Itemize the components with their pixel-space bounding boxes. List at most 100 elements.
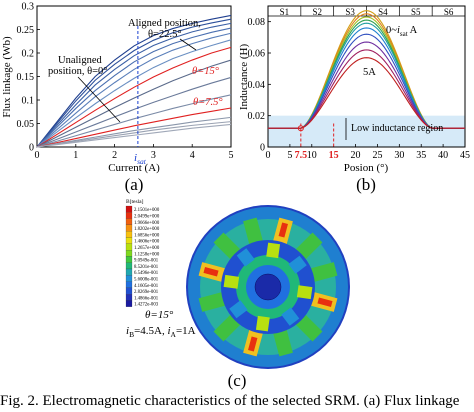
stator-tooth bbox=[213, 232, 241, 260]
x-tick-label: 5 bbox=[229, 150, 234, 161]
stator-tooth bbox=[198, 262, 226, 282]
stator-tooth bbox=[295, 232, 323, 260]
tooth-body bbox=[198, 292, 226, 312]
legend-value: 1.4272e-003 bbox=[134, 303, 159, 308]
rotor-pole bbox=[255, 315, 270, 332]
legend-color-swatch bbox=[125, 275, 133, 282]
sector-label: S2 bbox=[312, 7, 322, 17]
legend-color-swatch bbox=[125, 281, 133, 288]
tooth-hotspot bbox=[317, 297, 333, 307]
legend-title: B[tesla] bbox=[126, 199, 144, 205]
x-tick-label: 5 bbox=[287, 150, 292, 161]
legend-color-swatch bbox=[125, 287, 133, 295]
legend-color-swatch bbox=[125, 262, 133, 270]
plot-frame bbox=[36, 5, 232, 148]
shaft bbox=[254, 273, 282, 301]
condition-currents: iB=4.5A, iA=1A bbox=[126, 325, 196, 339]
rotor-pole bbox=[296, 285, 313, 300]
figure-caption: Fig. 2. Electromagnetic characteristics … bbox=[0, 393, 460, 409]
rotor-pole-body bbox=[266, 242, 281, 259]
panel-b-letter: (b) bbox=[356, 175, 376, 194]
y-tick-label: 0.04 bbox=[248, 80, 266, 91]
x-tick-label: 35 bbox=[416, 150, 426, 161]
rotor-pole bbox=[266, 242, 281, 259]
y-axis-label: Flux linkage (Wb) bbox=[1, 36, 13, 118]
legend-color-swatch bbox=[125, 300, 133, 307]
x-tick-label: 20 bbox=[351, 150, 361, 161]
legend-value: 1.6856e+000 bbox=[134, 233, 160, 238]
rotor-pole bbox=[229, 300, 248, 319]
flux-series-line bbox=[36, 94, 232, 148]
condition-theta: θ=15° bbox=[145, 309, 174, 321]
legend-value: 1.2657e+000 bbox=[134, 246, 160, 251]
rotor-pole-body bbox=[229, 300, 248, 319]
flux-series-line bbox=[36, 107, 232, 148]
legend-value: 1.4866e-001 bbox=[134, 296, 159, 301]
x-ticks: 0 1 2 3 4 5 bbox=[35, 144, 234, 161]
x-tick-label: 30 bbox=[394, 150, 404, 161]
legend-value: 1.8202e+000 bbox=[134, 227, 160, 232]
fea-flux-map: B[tesla] 2.1501e+000 2.0499e+0001.9666e+0… bbox=[125, 199, 350, 390]
legend-value: 2.1501e+000 bbox=[134, 208, 160, 213]
annot-5a: 5A bbox=[363, 67, 376, 78]
tooth-body bbox=[273, 329, 293, 357]
rotor-pole bbox=[236, 248, 255, 267]
x-tick-label: 45 bbox=[460, 150, 470, 161]
x-ticks: 0 5 10 20 25 30 35 40 45 7.5 15 bbox=[266, 144, 470, 161]
series-lines bbox=[268, 10, 465, 129]
legend-color-swatch bbox=[125, 205, 133, 213]
x-axis-label: Current (A) bbox=[108, 162, 160, 174]
x-tick-label: 40 bbox=[438, 150, 448, 161]
flux-series-line bbox=[36, 27, 232, 148]
y-tick-label: 0 bbox=[260, 143, 265, 154]
rotor-pole-body bbox=[296, 285, 313, 300]
y-ticks: 0 0.05 0.1 0.15 0.2 0.25 0.3 bbox=[17, 2, 40, 154]
sector-label: S6 bbox=[444, 7, 454, 17]
sector-label: S3 bbox=[345, 7, 355, 17]
sector-label: S4 bbox=[378, 7, 388, 17]
motor-cross-section bbox=[186, 205, 350, 369]
x-tick-label: 2 bbox=[112, 150, 117, 161]
stator-tooth bbox=[273, 217, 293, 245]
legend-color-swatch bbox=[125, 218, 133, 226]
x-tick-label: 25 bbox=[372, 150, 382, 161]
flux-series-line bbox=[36, 116, 232, 148]
legend-value: 1.9666e+000 bbox=[134, 221, 160, 226]
x-axis-label: Posion (°) bbox=[344, 162, 389, 174]
legend-value: 6.5496e-001 bbox=[134, 271, 159, 276]
flux-series-line bbox=[36, 32, 232, 148]
flux-series-line bbox=[36, 121, 232, 148]
flux-series-line bbox=[36, 59, 232, 148]
flux-linkage-chart: 0 1 2 3 4 5 0 0.05 0.1 0.15 0.2 0.25 0.3 Aligned po… bbox=[1, 2, 234, 195]
x-tick-label: 0 bbox=[266, 150, 271, 161]
tooth-body bbox=[243, 217, 263, 245]
legend-value: 5.6008e-001 bbox=[134, 278, 159, 283]
y-tick-label: 0.3 bbox=[22, 2, 35, 13]
panel-c-letter: (c) bbox=[228, 371, 247, 390]
legend-color-swatch bbox=[125, 243, 133, 251]
legend-color-swatch bbox=[125, 268, 133, 276]
stator-teeth bbox=[198, 217, 338, 357]
y-tick-label: 0.06 bbox=[248, 49, 266, 60]
tooth-body bbox=[295, 232, 323, 260]
red-position-markers bbox=[297, 123, 335, 147]
tooth-body bbox=[213, 314, 241, 342]
x-tick-label: 0 bbox=[35, 150, 40, 161]
stator-tooth bbox=[243, 217, 263, 245]
legend-value: 2.0499e+000 bbox=[134, 215, 160, 220]
stator-tooth bbox=[198, 292, 226, 312]
x-tick-label: 4 bbox=[190, 150, 195, 161]
flux-series-line bbox=[36, 22, 232, 148]
x-tick-label: 3 bbox=[151, 150, 156, 161]
series-lines bbox=[36, 14, 232, 148]
flux-series-line bbox=[36, 46, 232, 148]
rotor-pole bbox=[281, 307, 300, 326]
legend-color-swatch bbox=[125, 224, 133, 232]
sector-label: S1 bbox=[280, 7, 290, 17]
rotor-pole-body bbox=[288, 255, 307, 274]
sector-bands: S1 S2 S3 S4 S5 S6 bbox=[268, 6, 465, 17]
isat-label: isat bbox=[134, 152, 147, 166]
stator-tooth bbox=[273, 329, 293, 357]
y-tick-label: 0.05 bbox=[17, 119, 35, 130]
stator-tooth bbox=[310, 292, 338, 312]
